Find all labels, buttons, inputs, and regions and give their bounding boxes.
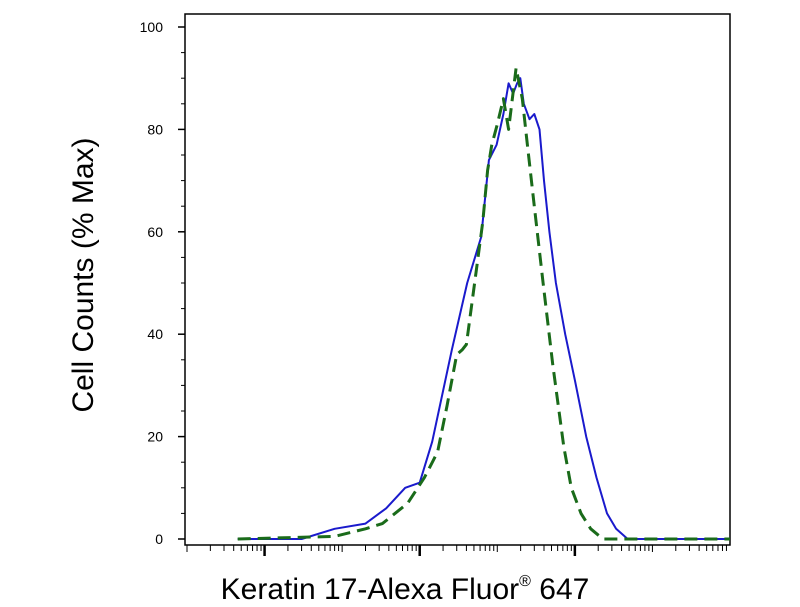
y-axis-label: Cell Counts (% Max) (67, 137, 100, 413)
x-axis-label: Keratin 17-Alexa Fluor® 647 (0, 565, 800, 607)
plot-frame (184, 13, 731, 546)
series-layer (237, 66, 730, 541)
solid-series-line (237, 77, 730, 540)
y-tick-label: 20 (147, 429, 163, 445)
y-axis: 0 20 40 60 80 100 (140, 19, 185, 547)
x-axis-label-registered: ® (519, 573, 531, 590)
x-axis-label-tail: 647 (530, 573, 590, 606)
y-tick-label: 100 (140, 19, 164, 35)
y-tick-label: 80 (147, 121, 163, 137)
dashed-series-line (237, 66, 730, 541)
y-tick-label: 40 (147, 326, 163, 342)
y-tick-label: 60 (147, 224, 163, 240)
x-axis (186, 545, 727, 556)
x-axis-label-main: Keratin 17-Alexa Fluor (220, 573, 520, 606)
y-tick-label: 0 (155, 531, 163, 547)
